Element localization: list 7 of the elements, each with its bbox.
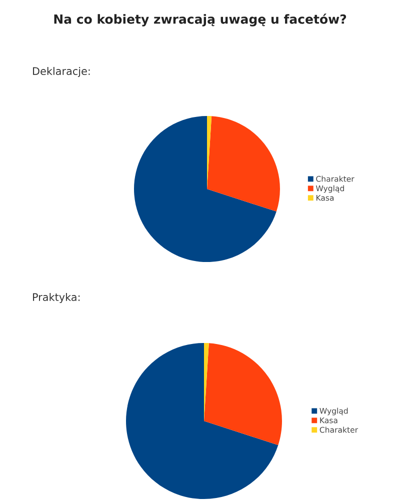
- pie-slice: [126, 343, 278, 499]
- chart-title: Praktyka:: [33, 292, 80, 304]
- chart-subtitle: Deklaracje:: [33, 66, 90, 78]
- chart-title: Na co kobiety zwracają uwagę u facetów?: [54, 14, 346, 26]
- pie-slice: [204, 343, 282, 446]
- pie-slice: [134, 116, 276, 262]
- pie-slice: [207, 116, 280, 212]
